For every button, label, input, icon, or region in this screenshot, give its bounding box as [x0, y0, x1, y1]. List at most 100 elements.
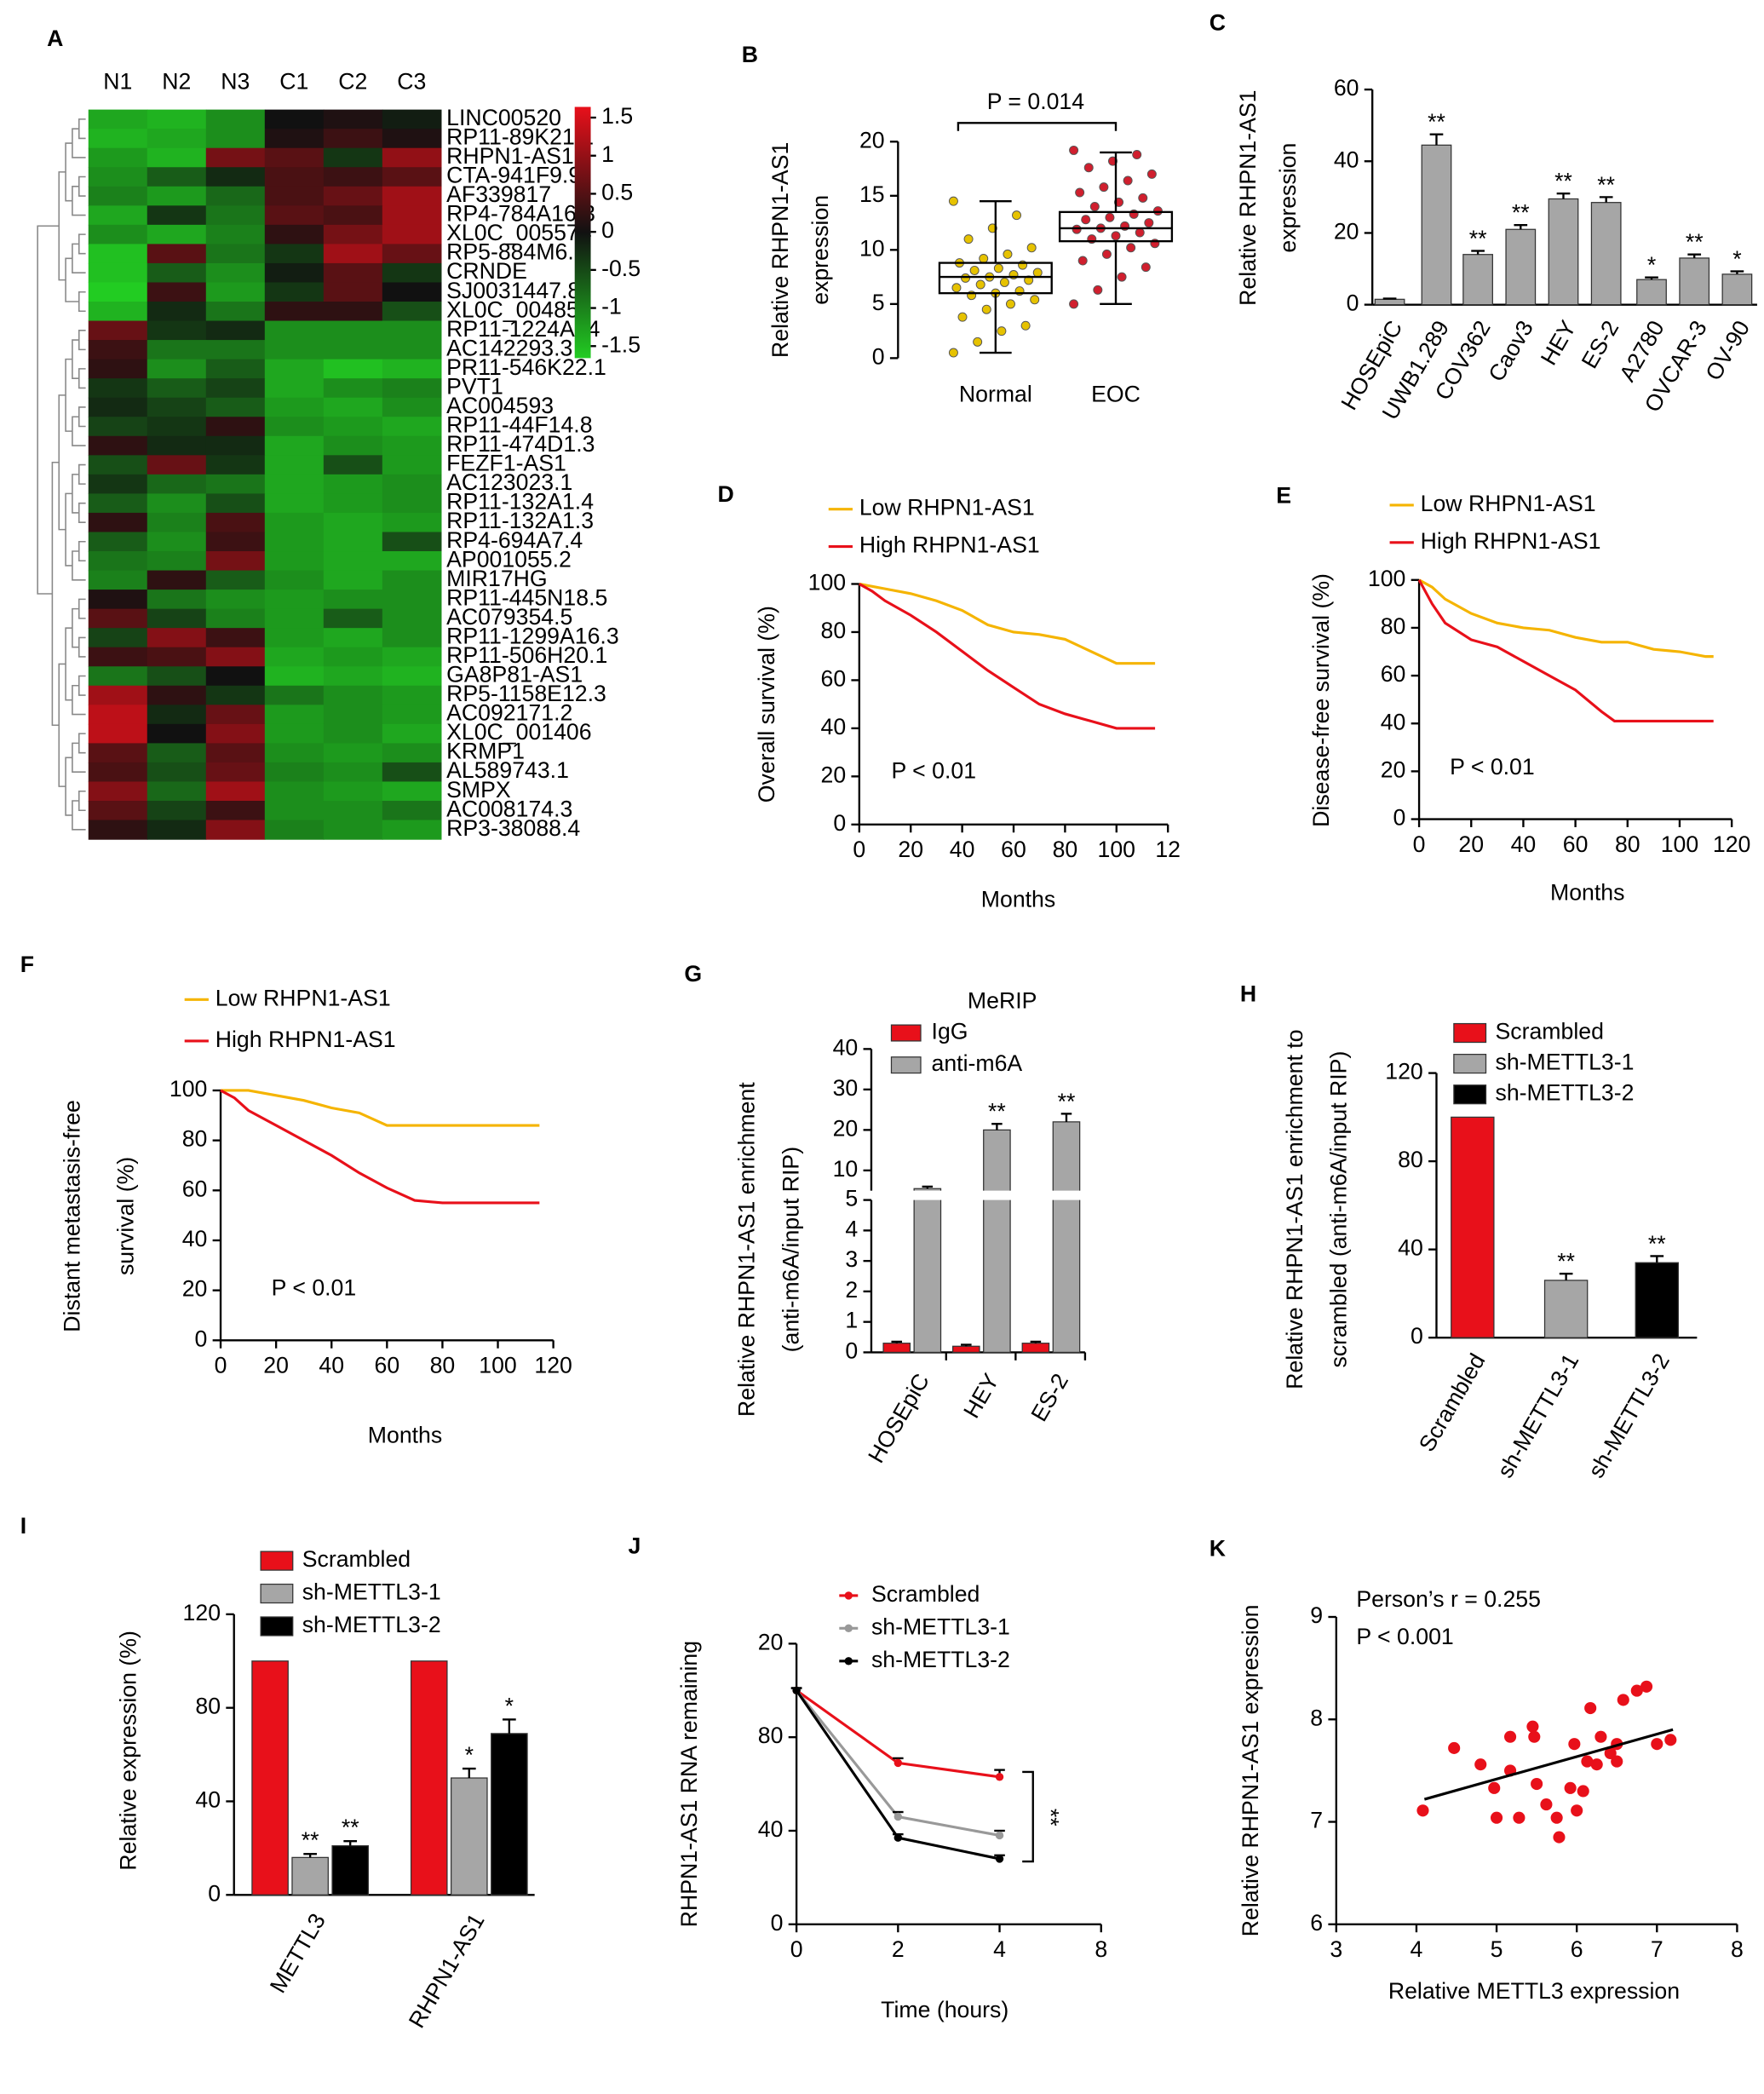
- data-point: [969, 265, 980, 275]
- x-tick-label: 4: [993, 1936, 1006, 1962]
- x-axis-label: Months: [981, 886, 1055, 912]
- data-point: [792, 1686, 801, 1694]
- heatmap-cell: [264, 167, 325, 187]
- heatmap-cell: [382, 224, 442, 245]
- significance: **: [1469, 226, 1487, 251]
- colorbar-label: -0.5: [601, 256, 641, 281]
- heatmap-cell: [323, 435, 383, 456]
- y-axis-label: Relative RHPN1-AS1: [1235, 89, 1261, 305]
- bar: [410, 1660, 448, 1896]
- data-point: [1604, 1746, 1617, 1760]
- row-label: AL589743.1: [446, 757, 569, 783]
- row-label: MIR17HG: [446, 566, 548, 591]
- heatmap-cell: [147, 493, 207, 514]
- heatmap-cell: [147, 705, 207, 725]
- row-label: AP001055.2: [446, 546, 572, 572]
- column-label: C1: [279, 68, 308, 94]
- heatmap-cell: [264, 820, 325, 840]
- heatmap-cell: [205, 474, 266, 495]
- row-label: SJ0031447.8: [446, 278, 580, 303]
- heatmap-cell: [323, 685, 383, 705]
- heatmap-cell: [88, 417, 148, 437]
- row-label: FEZF1-AS1: [446, 451, 566, 476]
- y-tick-label: 20: [1381, 756, 1406, 782]
- significance: *: [1647, 252, 1656, 278]
- bar: [983, 1129, 1011, 1354]
- heatmap-cell: [205, 685, 266, 705]
- y-tick-label: 0: [1393, 805, 1406, 831]
- y-tick-label: 5: [872, 290, 885, 315]
- heatmap-cell: [382, 666, 442, 687]
- heatmap-cell: [88, 340, 148, 360]
- annotation: P = 0.014: [987, 89, 1085, 114]
- heatmap-cell: [382, 109, 442, 129]
- bar: [1462, 254, 1493, 306]
- x-tick-label: 100: [1098, 837, 1135, 862]
- heatmap-cell: [382, 512, 442, 533]
- panel-label: G: [684, 961, 702, 987]
- heatmap-cell: [147, 435, 207, 456]
- heatmap-cell: [382, 282, 442, 302]
- heatmap-cell: [323, 205, 383, 226]
- y-tick-label: 60: [820, 665, 846, 691]
- heatmap-cell: [205, 167, 266, 187]
- heatmap-cell: [147, 590, 207, 610]
- heatmap-cell: [382, 262, 442, 284]
- heatmap-cell: [88, 628, 148, 648]
- heatmap-cell: [147, 743, 207, 763]
- legend-label: Low RHPN1-AS1: [215, 985, 391, 1010]
- panel-label: C: [1210, 9, 1226, 35]
- heatmap-cell: [88, 723, 148, 745]
- data-point: [1152, 206, 1163, 216]
- data-point: [963, 234, 974, 244]
- heatmap-cell: [88, 186, 148, 206]
- heatmap-cell: [382, 723, 442, 745]
- x-tick-label: 60: [1563, 831, 1589, 857]
- heatmap-cell: [147, 474, 207, 495]
- data-point: [1474, 1758, 1487, 1771]
- heatmap-cell: [88, 647, 148, 667]
- data-point: [997, 326, 1007, 337]
- heatmap-cell: [382, 801, 442, 821]
- legend-swatch: [890, 1056, 922, 1074]
- legend-swatch: [890, 1024, 922, 1042]
- heatmap-cell: [323, 493, 383, 514]
- heatmap-cell: [205, 705, 266, 725]
- y-tick-label: 0: [845, 1338, 858, 1363]
- y-tick-label: 8: [1310, 1705, 1323, 1730]
- y-tick-label: 40: [1398, 1235, 1423, 1261]
- heatmap-cell: [147, 224, 207, 245]
- y-tick-label: 0: [872, 343, 885, 369]
- legend-swatch: [1453, 1022, 1487, 1044]
- y-tick-label: 4: [845, 1216, 858, 1241]
- y-tick-label: 80: [758, 1723, 784, 1748]
- heatmap-cell: [264, 224, 325, 245]
- annotation: P < 0.01: [891, 758, 976, 784]
- panel-label: B: [742, 42, 758, 67]
- y-tick-label: 0: [833, 810, 846, 836]
- data-point: [1072, 224, 1082, 234]
- panel-label: J: [628, 1533, 641, 1558]
- heatmap-cell: [88, 302, 148, 322]
- data-point: [1030, 295, 1040, 305]
- significance: **: [302, 1827, 319, 1853]
- row-label: AC008174.3: [446, 796, 572, 821]
- y-tick-label: 20: [758, 1629, 784, 1654]
- data-point: [975, 279, 985, 290]
- heatmap-cell: [88, 397, 148, 417]
- heatmap-cell: [88, 781, 148, 802]
- data-point: [1584, 1701, 1597, 1715]
- data-point: [1099, 182, 1109, 193]
- significance: *: [1732, 246, 1741, 272]
- legend-label: anti-m6A: [932, 1050, 1023, 1076]
- heatmap-cell: [88, 262, 148, 284]
- data-point: [1093, 285, 1103, 295]
- legend-label: Scrambled: [302, 1546, 411, 1572]
- data-point: [1132, 150, 1142, 160]
- heatmap-cell: [88, 666, 148, 687]
- heatmap-cell: [323, 302, 383, 322]
- legend-label: Low RHPN1-AS1: [1421, 491, 1596, 516]
- y-tick-label: 3: [845, 1246, 858, 1272]
- x-tick-label: 60: [1001, 837, 1026, 862]
- series-line: [1417, 579, 1714, 723]
